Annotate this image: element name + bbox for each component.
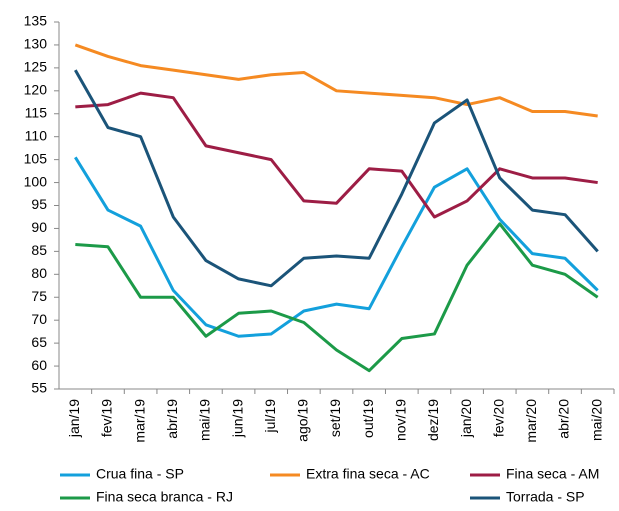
legend-label: Fina seca branca - RJ: [96, 489, 233, 505]
y-tick-label: 80: [31, 265, 47, 281]
x-tick-label: jan/20: [458, 399, 474, 438]
legend-label: Torrada - SP: [506, 489, 585, 505]
y-tick-label: 90: [31, 219, 47, 235]
y-tick-label: 55: [31, 380, 47, 396]
y-tick-label: 70: [31, 311, 47, 327]
x-tick-label: abr/19: [164, 399, 180, 439]
legend-label: Extra fina seca - AC: [306, 466, 430, 482]
y-tick-label: 85: [31, 242, 47, 258]
y-tick-label: 120: [24, 82, 48, 98]
y-tick-label: 60: [31, 357, 47, 373]
series-line: [75, 222, 599, 373]
legend-label: Fina seca - AM: [506, 466, 599, 482]
x-tick-label: ago/19: [295, 399, 311, 442]
series-line: [74, 43, 598, 118]
y-tick-label: 135: [24, 13, 48, 29]
x-tick-label: jul/19: [262, 399, 278, 434]
y-tick-label: 95: [31, 196, 47, 212]
legend-label: Crua fina - SP: [96, 466, 184, 482]
series-line: [75, 91, 598, 219]
x-tick-label: mar/19: [131, 399, 147, 443]
series-line: [74, 69, 599, 288]
x-tick-label: jan/19: [66, 399, 82, 438]
x-tick-label: mar/20: [523, 399, 539, 443]
x-tick-label: fev/19: [99, 399, 115, 437]
y-tick-label: 125: [24, 59, 48, 75]
x-tick-label: set/19: [327, 399, 343, 437]
y-tick-label: 100: [24, 173, 48, 189]
y-tick-label: 115: [25, 104, 48, 120]
x-tick-label: mai/20: [588, 399, 604, 441]
y-tick-label: 110: [25, 127, 48, 143]
x-tick-label: jun/19: [229, 399, 245, 438]
x-tick-label: nov/19: [392, 399, 408, 441]
y-tick-label: 105: [24, 150, 48, 166]
x-tick-label: mai/19: [197, 399, 213, 441]
series-line: [74, 156, 599, 338]
y-tick-label: 75: [31, 288, 47, 304]
y-tick-label: 130: [24, 36, 48, 52]
x-tick-label: fev/20: [490, 399, 506, 437]
y-tick-label: 65: [31, 334, 47, 350]
x-tick-label: out/19: [360, 399, 376, 438]
x-tick-label: dez/19: [425, 399, 441, 441]
x-tick-label: abr/20: [556, 399, 572, 439]
